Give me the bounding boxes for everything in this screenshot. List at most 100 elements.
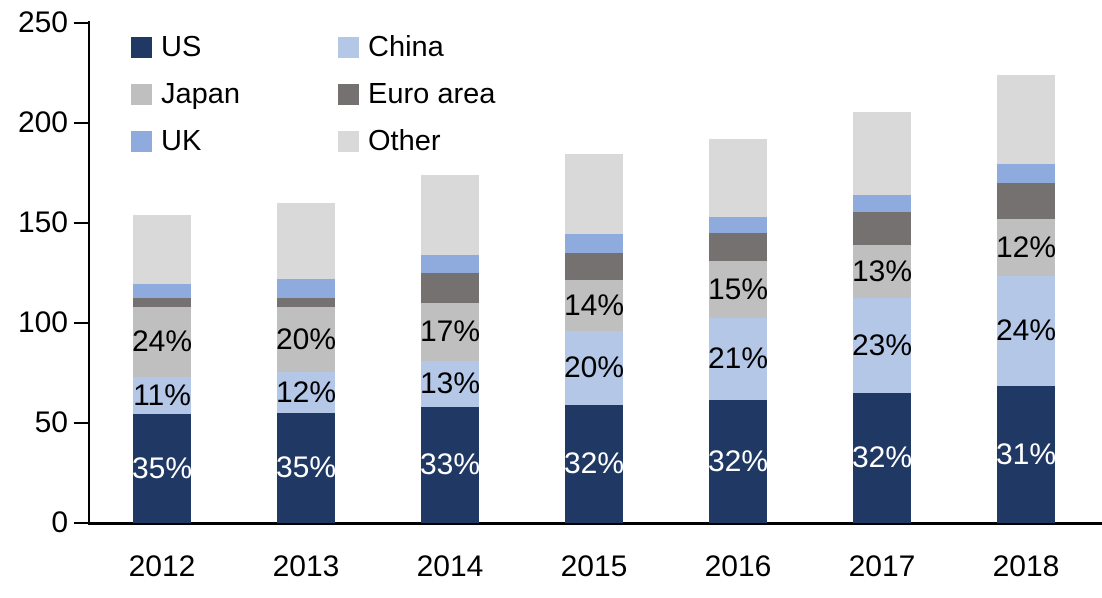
- bar-segment-japan-2017: [853, 245, 911, 298]
- segment-label-us-2016: 32%: [707, 444, 769, 478]
- bar-segment-china-2014: [421, 361, 479, 407]
- y-tick-mark: [74, 22, 88, 24]
- y-tick-label: 0: [51, 506, 68, 539]
- bar-segment-us-2017: [853, 393, 911, 523]
- y-tick-label: 150: [17, 206, 68, 239]
- bar-segment-euro-area-2013: [277, 298, 335, 307]
- y-tick-mark: [74, 122, 88, 124]
- segment-label-us-2015: 32%: [563, 447, 625, 480]
- segment-label-japan-2016: 15%: [707, 272, 769, 306]
- bar-segment-china-2015: [565, 331, 623, 405]
- legend-label: Japan: [161, 78, 241, 110]
- bar-segment-euro-area-2015: [565, 253, 623, 280]
- segment-label-us-2017: 32%: [851, 441, 913, 474]
- y-tick-label: 100: [17, 306, 68, 339]
- y-tick-mark: [74, 422, 88, 424]
- bar-segment-japan-2015: [565, 280, 623, 331]
- bar-segment-uk-2013: [277, 279, 335, 298]
- x-axis-line: [88, 522, 1102, 525]
- bar-segment-us-2018: [997, 386, 1055, 523]
- y-tick-mark: [74, 522, 88, 524]
- bar-segment-japan-2014: [421, 303, 479, 361]
- y-tick-mark: [74, 322, 88, 324]
- x-tick-label-2014: 2014: [416, 550, 484, 583]
- bar-segment-other-2014: [421, 175, 479, 255]
- bar-segment-china-2016: [709, 318, 767, 400]
- bar-segment-japan-2018: [997, 219, 1055, 276]
- bar-segment-uk-2014: [421, 255, 479, 273]
- x-tick-label-2016: 2016: [704, 550, 772, 583]
- segment-label-japan-2014: 17%: [419, 315, 481, 348]
- legend-label: UK: [161, 125, 202, 157]
- legend-label: US: [161, 31, 202, 63]
- segment-label-china-2016: 21%: [707, 342, 769, 375]
- bar-segment-us-2016: [709, 400, 767, 523]
- legend-swatch-icon: [131, 37, 152, 58]
- segment-label-japan-2013: 20%: [275, 322, 337, 356]
- segment-label-china-2018: 24%: [995, 314, 1057, 347]
- bar-segment-euro-area-2012: [133, 298, 191, 307]
- segment-label-japan-2015: 14%: [563, 288, 625, 322]
- bar-segment-us-2012: [133, 414, 191, 523]
- bar-segment-china-2018: [997, 276, 1055, 386]
- bar-segment-uk-2015: [565, 234, 623, 253]
- bar-segment-euro-area-2016: [709, 233, 767, 261]
- bar-segment-other-2015: [565, 154, 623, 234]
- bar-segment-other-2018: [997, 75, 1055, 164]
- legend-swatch-icon: [338, 84, 359, 105]
- legend-entry-other: Other: [338, 127, 495, 156]
- legend-label: Other: [368, 125, 441, 157]
- legend-swatch-icon: [338, 37, 359, 58]
- bar-segment-uk-2017: [853, 195, 911, 212]
- segment-label-china-2013: 12%: [275, 375, 337, 409]
- y-tick-label: 50: [34, 406, 68, 439]
- bar-segment-japan-2013: [277, 307, 335, 372]
- y-tick-label: 250: [17, 6, 68, 39]
- segment-label-china-2015: 20%: [563, 351, 625, 384]
- x-tick-label-2012: 2012: [128, 550, 196, 583]
- y-axis-line: [88, 21, 90, 524]
- bar-segment-uk-2018: [997, 164, 1055, 183]
- bar-segment-china-2013: [277, 372, 335, 413]
- bar-segment-us-2014: [421, 407, 479, 523]
- bar-segment-euro-area-2018: [997, 183, 1055, 219]
- bar-segment-other-2012: [133, 215, 191, 284]
- chart-legend: US China Japan Euro area UK Other: [131, 24, 495, 165]
- x-tick-label-2013: 2013: [272, 550, 340, 583]
- segment-label-us-2012: 35%: [131, 451, 193, 485]
- bar-segment-uk-2012: [133, 284, 191, 298]
- bar-segment-japan-2016: [709, 261, 767, 318]
- legend-swatch-icon: [338, 131, 359, 152]
- bar-segment-other-2017: [853, 112, 911, 195]
- segment-label-us-2014: 33%: [419, 448, 481, 481]
- segment-label-us-2018: 31%: [995, 437, 1057, 471]
- segment-label-japan-2018: 12%: [995, 230, 1057, 264]
- legend-label: China: [368, 31, 444, 63]
- bar-segment-euro-area-2014: [421, 273, 479, 303]
- bar-segment-us-2013: [277, 413, 335, 523]
- legend-entry-china: China: [338, 33, 495, 62]
- legend-entry-us: US: [131, 33, 338, 62]
- bar-segment-uk-2016: [709, 217, 767, 233]
- segment-label-us-2013: 35%: [275, 451, 337, 484]
- y-tick-label: 200: [17, 106, 68, 139]
- y-tick-mark: [74, 222, 88, 224]
- bar-segment-japan-2012: [133, 307, 191, 377]
- bar-segment-us-2015: [565, 405, 623, 523]
- legend-swatch-icon: [131, 131, 152, 152]
- segment-label-china-2017: 23%: [851, 328, 913, 362]
- legend-entry-uk: UK: [131, 127, 338, 156]
- legend-swatch-icon: [131, 84, 152, 105]
- bar-segment-china-2017: [853, 298, 911, 393]
- x-tick-label-2015: 2015: [560, 550, 628, 583]
- x-tick-label-2017: 2017: [848, 550, 916, 583]
- legend-entry-euro-area: Euro area: [338, 80, 495, 109]
- segment-label-china-2012: 11%: [133, 378, 191, 412]
- bar-segment-euro-area-2017: [853, 212, 911, 245]
- bar-segment-other-2013: [277, 203, 335, 279]
- bar-segment-other-2016: [709, 139, 767, 217]
- x-tick-label-2018: 2018: [992, 550, 1060, 583]
- segment-label-china-2014: 13%: [419, 367, 481, 400]
- bar-segment-china-2012: [133, 377, 191, 414]
